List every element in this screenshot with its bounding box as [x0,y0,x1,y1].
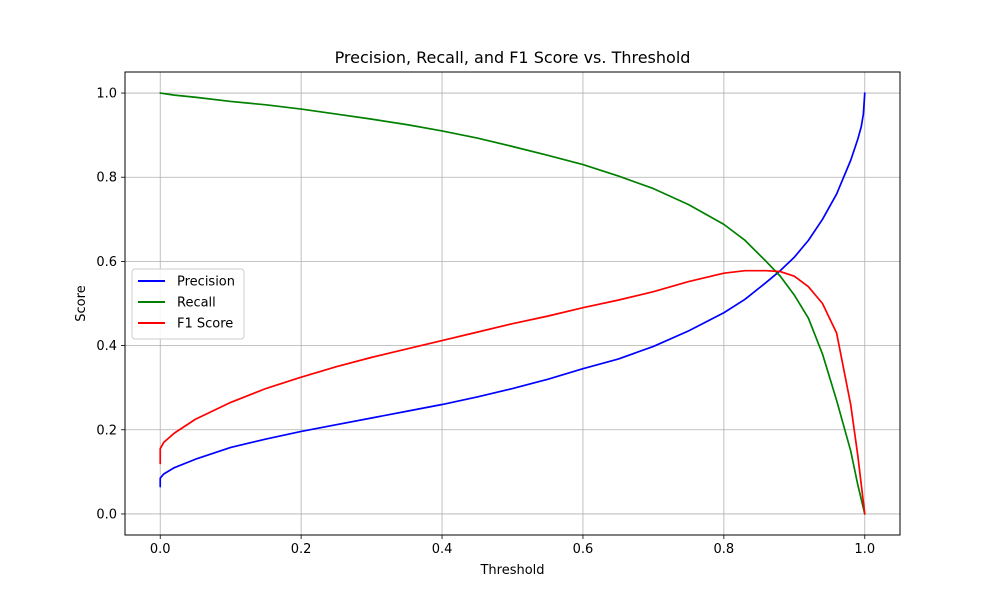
x-tick-label: 0.6 [573,542,594,557]
y-axis-label: Score [74,285,89,321]
y-tick-label: 0.0 [96,507,117,522]
grid-lines [125,72,900,535]
y-tick-label: 0.6 [96,255,117,270]
legend-label: F1 Score [177,317,233,332]
x-tick-label: 0.8 [714,542,735,557]
y-tick-label: 0.4 [96,339,117,354]
legend-box [131,268,245,340]
f1-score-line [159,269,866,515]
y-tick-label: 1.0 [96,87,117,102]
legend: Precision Recall F1 Score [131,268,245,340]
series-lines [159,92,866,515]
legend-label: Recall [177,296,216,311]
y-tick-label: 0.2 [96,423,117,438]
x-tick-label: 1.0 [854,542,875,557]
recall-line [159,92,866,515]
x-tick-label: 0.0 [150,542,171,557]
legend-label: Precision [177,275,235,290]
x-tick-label: 0.4 [432,542,453,557]
precision-line [159,92,866,488]
chart-title: Precision, Recall, and F1 Score vs. Thre… [335,48,691,67]
axis-ticks: 0.0 0.2 0.4 0.6 0.8 1.0 0.0 0.2 0.4 0.6 0.8 1.0 [96,87,875,557]
plot-area-frame [124,71,901,536]
x-tick-label: 0.2 [291,542,312,557]
y-tick-label: 0.8 [96,171,117,186]
x-axis-label: Threshold [479,563,544,578]
